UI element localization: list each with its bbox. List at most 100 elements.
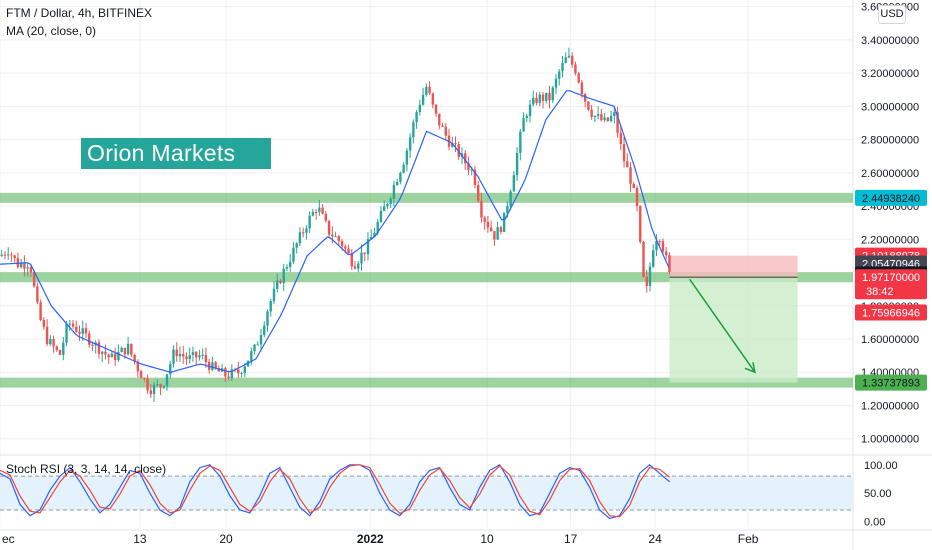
projection-arrow: [688, 278, 756, 373]
candle-body: [3, 254, 7, 256]
candle-body: [201, 355, 204, 357]
candle-body: [425, 86, 428, 95]
candle-body: [509, 191, 512, 206]
candle-body: [373, 232, 376, 237]
candle-body: [454, 143, 457, 145]
candle-body: [360, 252, 363, 264]
symbol-title: FTM / Dollar, 4h, BITFINEX: [6, 6, 153, 20]
candle-body: [6, 254, 10, 256]
candle-body: [191, 351, 195, 356]
candle-body: [65, 323, 68, 343]
candle-body: [305, 228, 308, 233]
candle-body: [551, 87, 554, 101]
candle-body: [464, 153, 467, 164]
candle-body: [88, 333, 91, 345]
candle-body: [256, 344, 259, 346]
candle-body: [622, 144, 626, 162]
candle-body: [379, 210, 383, 222]
candle-body: [577, 73, 580, 83]
ma-line: [0, 90, 670, 373]
candle-body: [331, 234, 334, 237]
candle-body: [224, 368, 227, 377]
candle-body: [415, 112, 418, 123]
candle-body: [314, 211, 318, 213]
candle-body: [42, 320, 46, 327]
price-label-bg: [855, 189, 927, 206]
candle-body: [626, 161, 629, 168]
price-tick-label: 2.20000000: [861, 234, 919, 246]
candle-body: [182, 353, 185, 357]
candle-body: [616, 112, 619, 133]
candle-body: [483, 217, 486, 222]
candle-body: [217, 368, 221, 372]
candle-body: [136, 361, 140, 372]
candle-body: [230, 369, 234, 379]
candle-body: [583, 94, 587, 102]
candle-body: [292, 247, 295, 262]
candle-body: [10, 254, 13, 256]
candle-body: [240, 373, 243, 375]
price-tick-label: 2.60000000: [861, 168, 919, 180]
candle-body: [444, 126, 447, 136]
candle-body: [75, 326, 78, 332]
stoch-tick-label: 0.00: [864, 516, 885, 528]
candle-body: [609, 116, 613, 122]
candle-body: [318, 207, 321, 213]
price-tick-label: 3.40000000: [861, 35, 919, 47]
support-resistance-zone: [0, 192, 853, 203]
candle-body: [120, 347, 123, 352]
candle-body: [211, 362, 214, 370]
candle-body: [152, 384, 156, 395]
candle-body: [295, 243, 298, 248]
candle-body: [253, 344, 256, 352]
candle-body: [308, 215, 311, 229]
price-label-bg: [855, 269, 927, 300]
candle-body: [0, 254, 3, 256]
candle-body: [344, 246, 347, 249]
candle-body: [389, 198, 392, 204]
candle-body: [593, 115, 597, 118]
countdown-label: 38:42: [866, 286, 894, 298]
candle-body: [327, 220, 331, 235]
candle-body: [541, 94, 545, 101]
candle-body: [279, 280, 282, 284]
candle-body: [395, 181, 399, 186]
candle-body: [655, 240, 658, 251]
candle-body: [78, 331, 81, 334]
candle-body: [13, 255, 16, 259]
stoch-tick-label: 100.00: [864, 460, 898, 472]
candle-body: [370, 236, 373, 240]
candle-body: [431, 93, 435, 105]
candle-body: [288, 261, 292, 268]
price-tick-label: 2.80000000: [861, 135, 919, 147]
candle-body: [357, 263, 360, 269]
candle-body: [408, 137, 412, 151]
time-tick-label: 20: [219, 532, 233, 546]
support-resistance-zone: [0, 377, 853, 388]
candle-body: [45, 326, 49, 345]
candle-body: [311, 211, 315, 216]
candle-body: [441, 125, 444, 127]
candle-body: [350, 253, 353, 267]
candle-body: [402, 164, 405, 173]
currency-badge[interactable]: USD: [878, 5, 906, 24]
candle-body: [412, 122, 415, 138]
candle-body: [392, 185, 396, 199]
candle-body: [548, 92, 551, 101]
candle-body: [301, 232, 305, 234]
orion-markets-watermark: Orion Markets: [81, 138, 271, 169]
price-label-text: 1.75966946: [862, 307, 920, 319]
candle-body: [178, 353, 182, 357]
candle-body: [298, 232, 302, 244]
candle-body: [266, 311, 269, 326]
candle-body: [55, 346, 59, 351]
candle-body: [476, 185, 480, 201]
candle-body: [489, 227, 493, 232]
candle-body: [347, 248, 350, 254]
candle-body: [81, 328, 84, 334]
candle-body: [146, 378, 149, 391]
candle-body: [451, 143, 454, 147]
candle-body: [486, 221, 490, 228]
horizontal-zones: [0, 192, 853, 388]
price-label-text: 2.44938240: [862, 193, 920, 205]
